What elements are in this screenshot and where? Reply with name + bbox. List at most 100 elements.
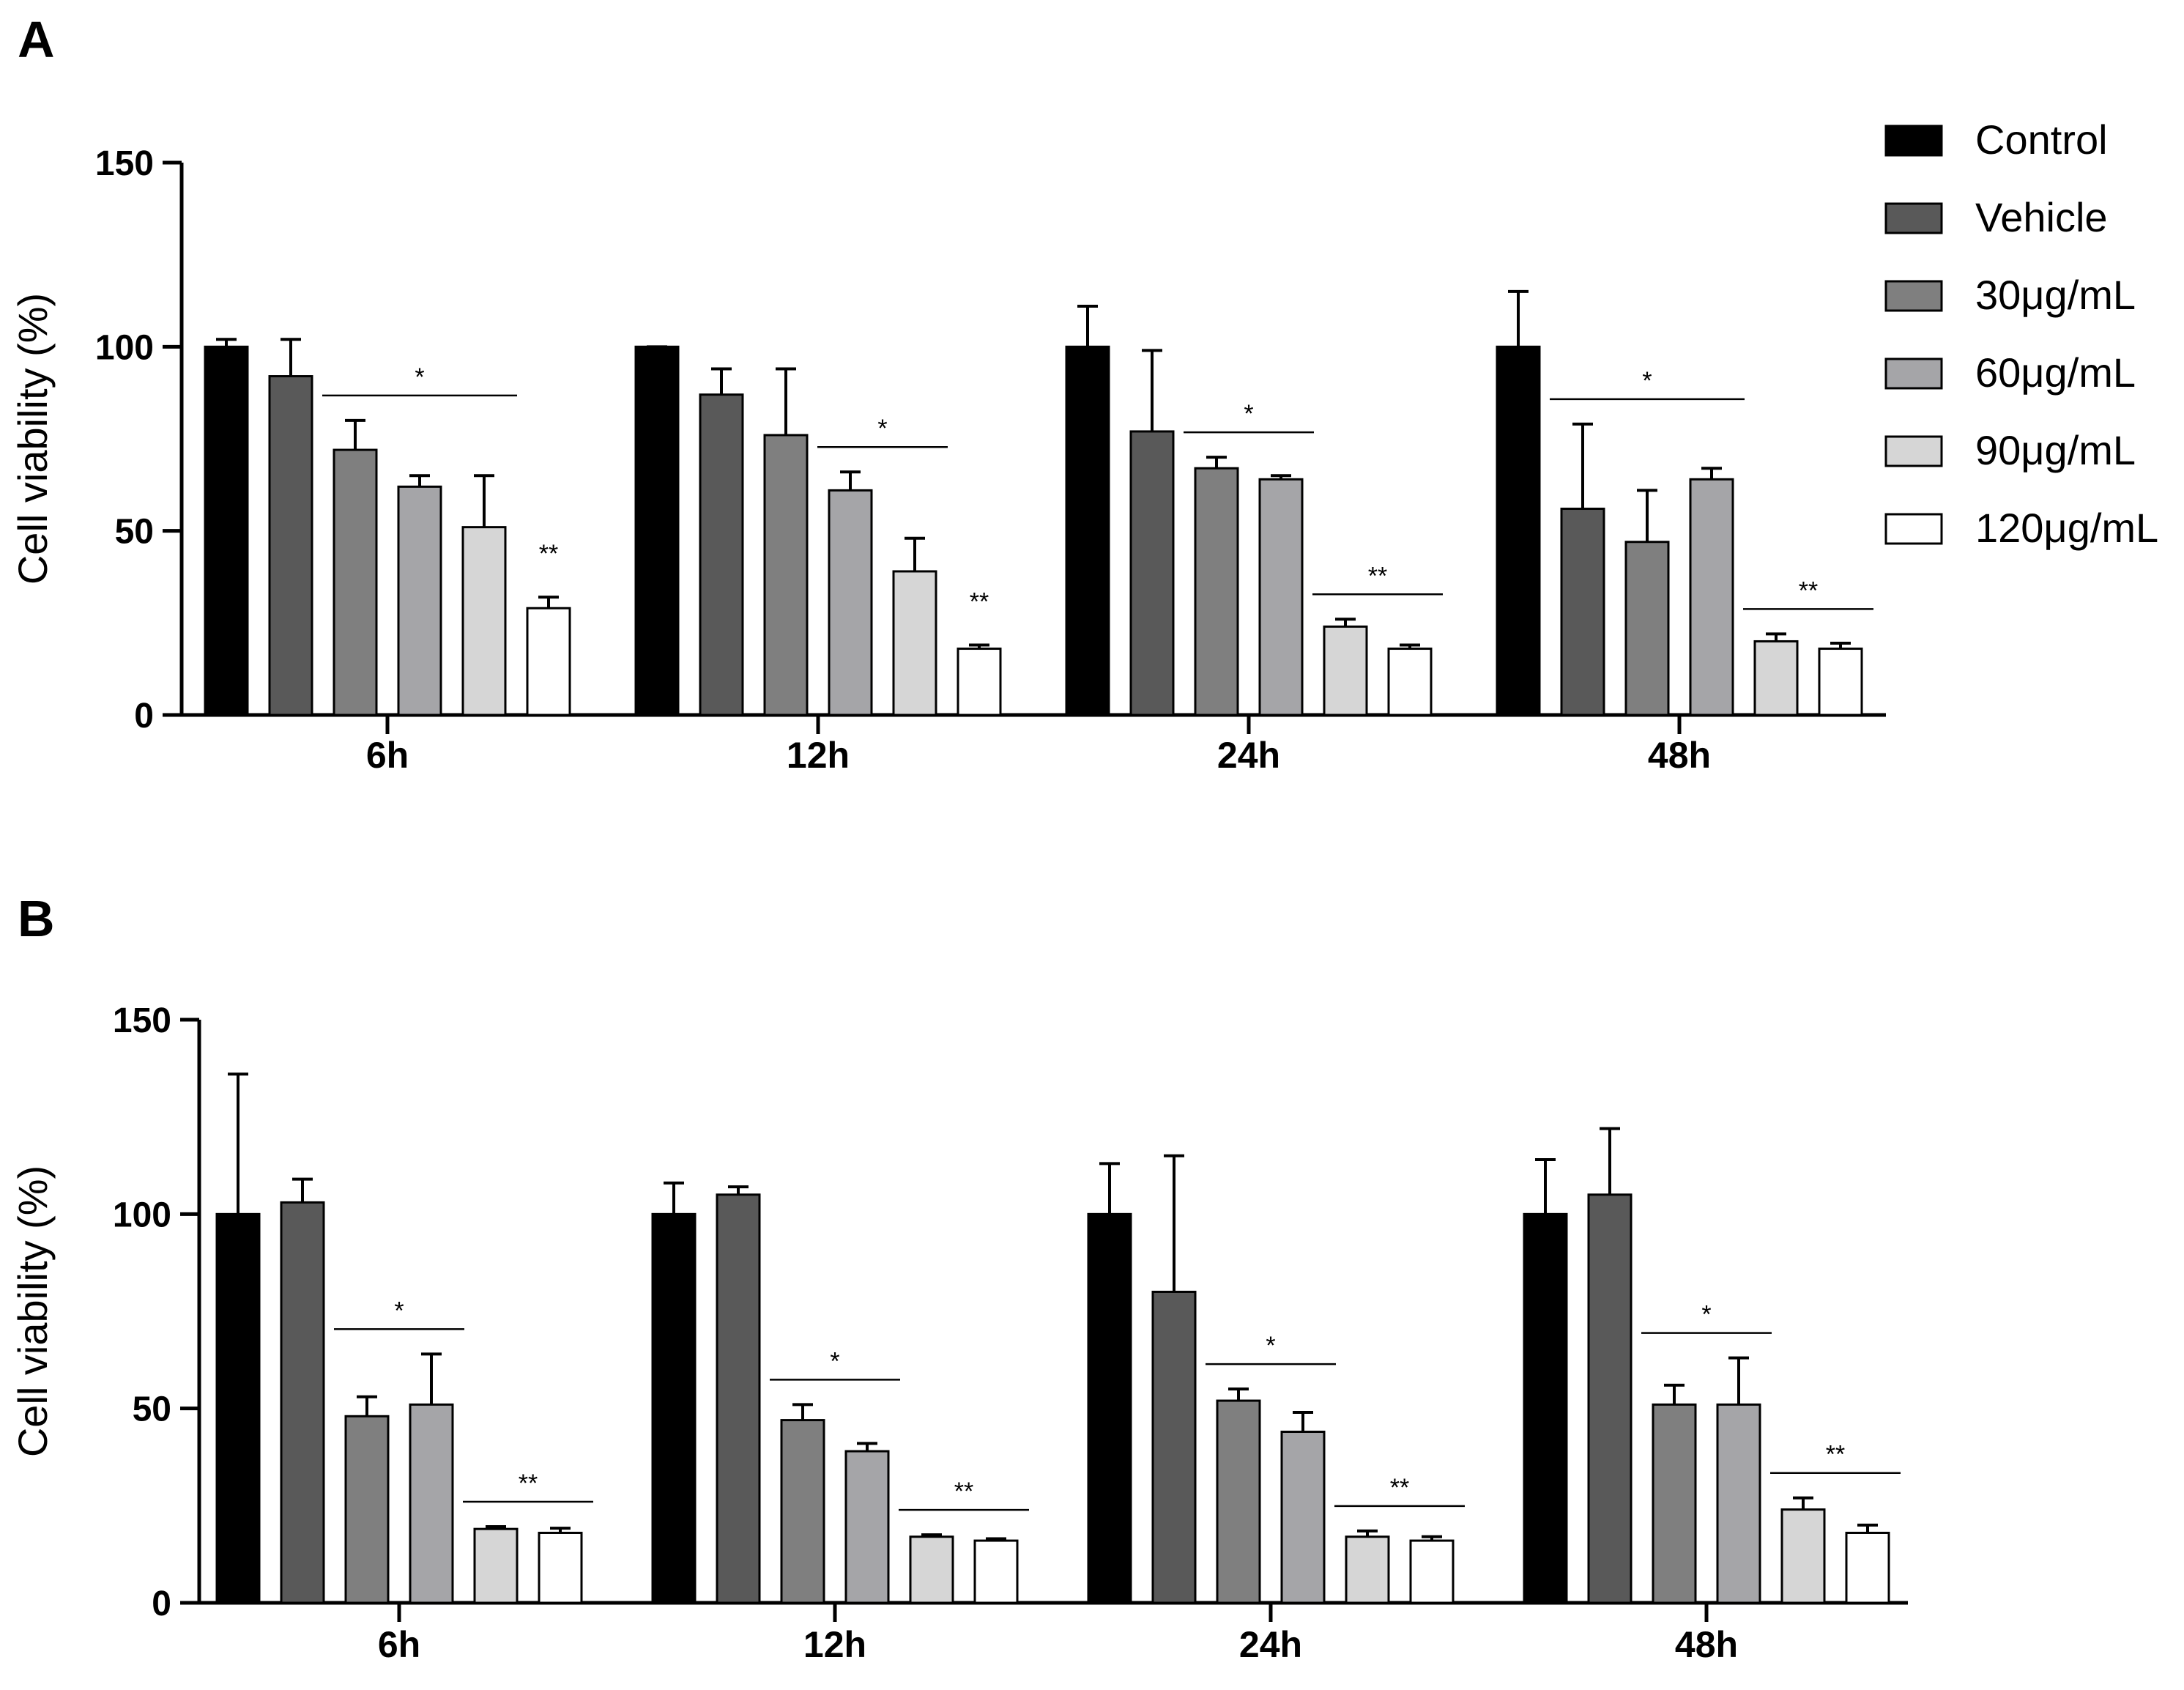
category-label-a-12h: 12h bbox=[787, 735, 850, 776]
bar-b-12h-30ug-ml bbox=[780, 1419, 825, 1604]
bar-a-48h-60ug-ml bbox=[1689, 478, 1734, 716]
legend-swatch-30ug-ml bbox=[1884, 280, 1943, 312]
significance-label-a-1: ** bbox=[539, 540, 558, 568]
bar-b-12h-vehicle bbox=[716, 1193, 761, 1604]
category-label-a-24h: 24h bbox=[1217, 735, 1280, 776]
legend-label-30ug-ml: 30μg/mL bbox=[1975, 272, 2136, 318]
significance-label-a-6: * bbox=[1642, 367, 1652, 395]
y-axis-title-b: Cell viability (%) bbox=[10, 1165, 56, 1457]
category-label-a-6h: 6h bbox=[366, 735, 409, 776]
significance-label-b-4: * bbox=[1266, 1332, 1275, 1360]
category-label-a-48h: 48h bbox=[1648, 735, 1711, 776]
bar-b-6h-120ug-ml bbox=[538, 1531, 583, 1604]
significance-label-b-1: ** bbox=[519, 1470, 538, 1497]
significance-label-b-0: * bbox=[394, 1297, 404, 1324]
y-tick-label-b-100: 100 bbox=[113, 1196, 171, 1234]
bar-b-24h-120ug-ml bbox=[1409, 1539, 1455, 1604]
bar-b-12h-60ug-ml bbox=[844, 1450, 890, 1604]
panel-label-a: A bbox=[18, 11, 55, 68]
bar-a-6h-120ug-ml bbox=[526, 607, 571, 716]
bar-b-12h-control bbox=[651, 1212, 697, 1604]
significance-label-a-3: ** bbox=[970, 588, 989, 615]
category-label-b-48h: 48h bbox=[1675, 1624, 1738, 1665]
bar-b-24h-control bbox=[1087, 1212, 1132, 1604]
bar-a-24h-30ug-ml bbox=[1194, 467, 1239, 716]
y-tick-label-a-150: 150 bbox=[95, 144, 154, 183]
y-tick-label-a-0: 0 bbox=[134, 697, 154, 735]
legend-label-90ug-ml: 90μg/mL bbox=[1975, 427, 2136, 473]
bar-b-48h-90ug-ml bbox=[1780, 1508, 1826, 1604]
bar-a-24h-vehicle bbox=[1129, 430, 1175, 716]
legend: Control Vehicle 30μg/mL 60μg/mL 90μg/mL 120μg… bbox=[1884, 116, 2158, 551]
bar-a-24h-control bbox=[1065, 345, 1110, 716]
bar-a-12h-90ug-ml bbox=[892, 570, 937, 716]
legend-label-vehicle: Vehicle bbox=[1975, 194, 2108, 240]
bar-a-48h-vehicle bbox=[1560, 508, 1605, 716]
bar-a-6h-60ug-ml bbox=[397, 485, 442, 716]
panel-label-b: B bbox=[18, 890, 55, 947]
legend-label-60ug-ml: 60μg/mL bbox=[1975, 349, 2136, 396]
significance-label-a-2: * bbox=[877, 415, 887, 442]
bar-a-12h-vehicle bbox=[699, 393, 744, 716]
bar-b-48h-30ug-ml bbox=[1652, 1403, 1697, 1604]
legend-swatch-120ug-ml bbox=[1884, 513, 1943, 545]
bar-a-12h-control bbox=[634, 345, 680, 716]
significance-label-a-7: ** bbox=[1799, 577, 1818, 604]
significance-label-a-5: ** bbox=[1368, 562, 1387, 590]
bar-b-48h-120ug-ml bbox=[1845, 1531, 1890, 1604]
y-tick-label-a-100: 100 bbox=[95, 328, 154, 367]
category-label-b-12h: 12h bbox=[803, 1624, 866, 1665]
bar-b-24h-vehicle bbox=[1151, 1290, 1197, 1604]
significance-label-a-0: * bbox=[415, 363, 424, 391]
bar-b-6h-90ug-ml bbox=[473, 1527, 519, 1604]
bar-a-48h-90ug-ml bbox=[1753, 640, 1799, 716]
legend-swatch-60ug-ml bbox=[1884, 357, 1943, 390]
bar-b-6h-control bbox=[215, 1212, 261, 1604]
legend-swatch-control bbox=[1884, 125, 1943, 157]
bar-a-48h-control bbox=[1496, 345, 1541, 716]
y-tick-label-b-0: 0 bbox=[152, 1585, 171, 1623]
bar-a-6h-control bbox=[204, 345, 249, 716]
bar-b-6h-30ug-ml bbox=[344, 1415, 390, 1604]
significance-label-a-4: * bbox=[1244, 400, 1253, 428]
bar-a-12h-120ug-ml bbox=[957, 648, 1002, 716]
bar-a-6h-30ug-ml bbox=[333, 448, 378, 716]
significance-label-b-7: ** bbox=[1826, 1441, 1845, 1469]
legend-label-120ug-ml: 120μg/mL bbox=[1975, 505, 2158, 551]
category-label-b-6h: 6h bbox=[378, 1624, 420, 1665]
bar-b-48h-vehicle bbox=[1587, 1193, 1633, 1604]
significance-label-b-5: ** bbox=[1390, 1474, 1409, 1502]
legend-swatch-vehicle bbox=[1884, 202, 1943, 234]
y-tick-label-a-50: 50 bbox=[115, 513, 154, 552]
significance-label-b-3: ** bbox=[954, 1478, 973, 1505]
bar-b-24h-90ug-ml bbox=[1345, 1535, 1390, 1604]
bar-b-12h-120ug-ml bbox=[973, 1539, 1019, 1604]
bar-a-12h-60ug-ml bbox=[828, 489, 873, 716]
bar-a-24h-120ug-ml bbox=[1387, 648, 1433, 716]
bar-a-24h-60ug-ml bbox=[1258, 478, 1304, 716]
bar-b-12h-90ug-ml bbox=[909, 1535, 954, 1604]
bar-b-48h-60ug-ml bbox=[1716, 1403, 1761, 1604]
bar-b-6h-vehicle bbox=[280, 1201, 325, 1604]
bar-b-24h-60ug-ml bbox=[1280, 1431, 1326, 1604]
bar-a-12h-30ug-ml bbox=[763, 434, 809, 716]
legend-swatch-90ug-ml bbox=[1884, 435, 1943, 467]
bar-b-48h-control bbox=[1523, 1212, 1568, 1604]
legend-label-control: Control bbox=[1975, 116, 2108, 163]
bar-a-48h-30ug-ml bbox=[1624, 541, 1670, 716]
significance-label-b-6: * bbox=[1701, 1301, 1711, 1329]
bar-b-24h-30ug-ml bbox=[1216, 1399, 1261, 1604]
y-tick-label-b-50: 50 bbox=[133, 1390, 171, 1429]
category-label-b-24h: 24h bbox=[1239, 1624, 1302, 1665]
significance-label-b-2: * bbox=[830, 1347, 839, 1375]
y-tick-label-b-150: 150 bbox=[113, 1001, 171, 1040]
bar-a-6h-vehicle bbox=[268, 375, 313, 716]
y-axis-title-a: Cell viability (%) bbox=[10, 293, 56, 585]
bar-a-24h-90ug-ml bbox=[1323, 625, 1368, 716]
bar-a-6h-90ug-ml bbox=[461, 526, 507, 716]
bar-a-48h-120ug-ml bbox=[1818, 648, 1863, 716]
bar-b-6h-60ug-ml bbox=[409, 1403, 454, 1604]
